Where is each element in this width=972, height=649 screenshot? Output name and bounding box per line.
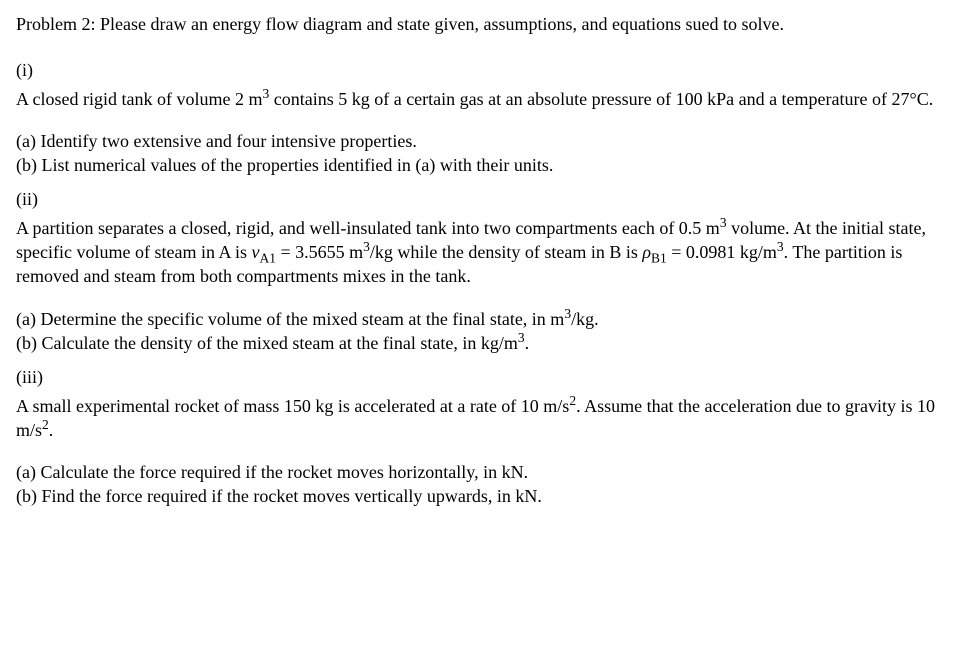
text-fragment: (a) Determine the specific volume of the… xyxy=(16,309,564,329)
part-i-b: (b) List numerical values of the propert… xyxy=(16,153,956,177)
text-fragment: (b) Calculate the density of the mixed s… xyxy=(16,333,518,353)
part-iii-a: (a) Calculate the force required if the … xyxy=(16,460,956,484)
text-fragment: . xyxy=(525,333,530,353)
part-iii-b: (b) Find the force required if the rocke… xyxy=(16,484,956,508)
text-fragment: A small experimental rocket of mass 150 … xyxy=(16,396,569,416)
superscript: 3 xyxy=(363,239,370,254)
part-i-marker: (i) xyxy=(16,58,956,82)
subscript: B1 xyxy=(651,251,667,266)
part-i-description: A closed rigid tank of volume 2 m3 conta… xyxy=(16,87,956,111)
text-fragment: /kg while the density of steam in B is xyxy=(370,242,642,262)
part-iii-description: A small experimental rocket of mass 150 … xyxy=(16,394,956,443)
text-fragment: A partition separates a closed, rigid, a… xyxy=(16,218,720,238)
text-fragment: . xyxy=(49,420,54,440)
part-ii-description: A partition separates a closed, rigid, a… xyxy=(16,216,956,289)
problem-intro: Problem 2: Please draw an energy flow di… xyxy=(16,12,956,36)
text-fragment: = 0.0981 kg/m xyxy=(667,242,777,262)
part-ii-a: (a) Determine the specific volume of the… xyxy=(16,307,956,331)
part-ii-b: (b) Calculate the density of the mixed s… xyxy=(16,331,956,355)
part-iii-marker: (iii) xyxy=(16,365,956,389)
text-fragment: A closed rigid tank of volume 2 m xyxy=(16,89,262,109)
text-fragment: = 3.5655 m xyxy=(276,242,363,262)
text-fragment: /kg. xyxy=(571,309,599,329)
superscript: 3 xyxy=(518,330,525,345)
part-i-a: (a) Identify two extensive and four inte… xyxy=(16,129,956,153)
superscript: 2 xyxy=(42,417,49,432)
superscript: 3 xyxy=(777,239,784,254)
symbol-rho: ρ xyxy=(642,242,651,262)
part-ii-marker: (ii) xyxy=(16,187,956,211)
text-fragment: contains 5 kg of a certain gas at an abs… xyxy=(269,89,933,109)
superscript: 3 xyxy=(720,215,727,230)
subscript: A1 xyxy=(259,251,276,266)
